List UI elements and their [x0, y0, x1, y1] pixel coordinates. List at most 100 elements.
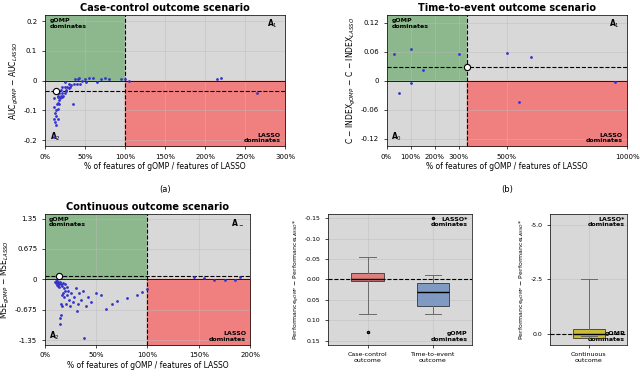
Point [49, 95, 60, 101]
Point [56, 281, 67, 287]
Point [514, 100, 524, 106]
Point [53, 278, 63, 285]
Point [142, 286, 152, 292]
Point [77, 78, 87, 84]
Point [84, 75, 94, 81]
Point [60, 83, 70, 90]
Point [417, 67, 428, 73]
Point [67, 290, 77, 296]
Point [80, 76, 90, 82]
Point [209, 277, 220, 283]
Point [199, 275, 209, 281]
Point [461, 64, 471, 70]
Point [53, 283, 63, 289]
Point [55, 95, 65, 101]
PathPatch shape [417, 283, 449, 306]
Point [68, 101, 78, 108]
Point [216, 75, 227, 81]
Point [235, 274, 245, 280]
Point [50, 119, 60, 125]
Point [81, 79, 91, 85]
Point [388, 51, 399, 57]
Text: A$_1$: A$_1$ [268, 18, 278, 30]
Text: (a): (a) [159, 185, 171, 194]
Point [526, 54, 536, 61]
Point [51, 107, 61, 113]
Point [52, 101, 62, 108]
Point [59, 294, 69, 300]
Point [88, 75, 98, 81]
Point [54, 101, 65, 108]
Point [68, 294, 79, 300]
Point [56, 313, 67, 319]
Point [72, 308, 82, 314]
Point [64, 80, 74, 87]
Point [56, 301, 67, 307]
Point [51, 113, 61, 119]
Text: LASSO
dominates: LASSO dominates [244, 133, 281, 143]
Point [50, 278, 60, 285]
Point [111, 298, 122, 304]
Point [124, 78, 134, 84]
Point [72, 301, 83, 307]
Point [53, 106, 63, 112]
Point [65, 83, 76, 90]
Point [83, 294, 93, 300]
Y-axis label: MSE$_{gOMP}$ − MSE$_{LASSO}$: MSE$_{gOMP}$ − MSE$_{LASSO}$ [0, 240, 12, 319]
Point [252, 90, 262, 96]
Point [74, 290, 84, 296]
Point [60, 79, 70, 85]
Point [104, 76, 114, 82]
Point [66, 82, 76, 88]
Point [74, 75, 84, 81]
Text: LASSO*
dominates: LASSO* dominates [431, 217, 468, 228]
Point [52, 282, 62, 288]
Point [132, 292, 142, 298]
Point [53, 92, 63, 98]
Point [61, 87, 72, 93]
Point [230, 277, 240, 283]
Point [52, 278, 62, 284]
Point [51, 122, 61, 128]
Point [58, 92, 68, 98]
Point [54, 90, 65, 96]
Text: (b): (b) [501, 185, 513, 194]
Point [56, 92, 66, 98]
Text: A$_1$: A$_1$ [609, 18, 620, 30]
Point [96, 292, 106, 298]
Point [502, 49, 512, 56]
Point [220, 277, 230, 283]
Point [57, 292, 67, 298]
Point [212, 76, 222, 82]
Point [406, 80, 416, 86]
Title: Continuous outcome scenario: Continuous outcome scenario [66, 202, 229, 212]
Text: LASSO
dominates: LASSO dominates [586, 133, 622, 143]
Point [61, 88, 71, 94]
Point [56, 87, 66, 93]
Point [59, 285, 69, 291]
Text: gOMP
dominates: gOMP dominates [49, 217, 86, 228]
Point [58, 94, 68, 100]
Point [77, 288, 88, 294]
Point [52, 279, 62, 285]
Text: gOMP
dominates: gOMP dominates [391, 18, 428, 29]
Point [55, 279, 65, 285]
PathPatch shape [573, 329, 605, 338]
Point [120, 76, 130, 82]
Point [100, 75, 110, 81]
Title: Time-to-event outcome scenario: Time-to-event outcome scenario [418, 3, 596, 13]
Point [54, 97, 65, 103]
Point [62, 292, 72, 298]
Point [65, 296, 75, 303]
X-axis label: % of features of gOMP / features of LASSO: % of features of gOMP / features of LASS… [426, 162, 588, 172]
Point [75, 80, 85, 87]
Point [51, 88, 61, 94]
Point [70, 76, 81, 82]
Y-axis label: Performance$_{gOMP}$ − Performance$_{LASSO}$*: Performance$_{gOMP}$ − Performance$_{LAS… [518, 219, 527, 340]
Point [122, 295, 132, 301]
Text: A$_-$: A$_-$ [231, 217, 244, 227]
Point [57, 303, 67, 309]
Point [54, 273, 64, 279]
Point [54, 285, 64, 291]
Point [79, 335, 89, 341]
